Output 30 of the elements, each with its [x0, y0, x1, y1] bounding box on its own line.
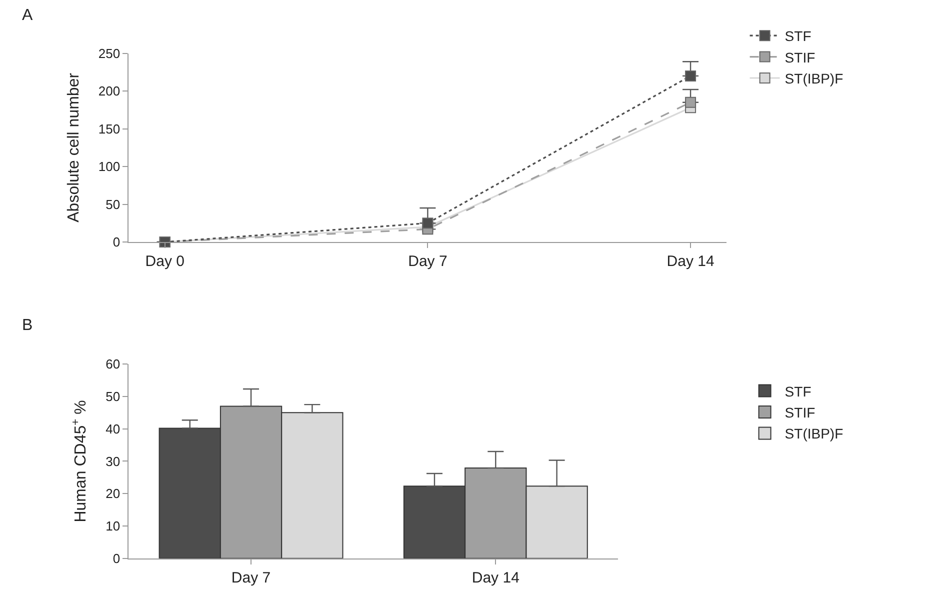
legend-label: ST(IBP)F: [784, 70, 844, 86]
legend-label: STF: [784, 383, 812, 400]
y-tick-label: 40: [106, 421, 120, 436]
y-tick-label: 20: [106, 486, 120, 502]
x-tick-label: Day 0: [145, 253, 184, 270]
legend-label: STIF: [784, 404, 816, 420]
x-tick-label: Day 7: [408, 253, 448, 270]
point: [685, 96, 696, 108]
y-axis-title: Absolute cell number: [65, 72, 82, 222]
y-tick-label: 60: [106, 356, 120, 372]
y-tick-label: 0: [112, 550, 120, 566]
y-tick-label: 100: [98, 159, 120, 174]
y-tick-label: 200: [98, 84, 120, 99]
y-tick-label: 50: [106, 196, 120, 212]
x-tick-label: Day 14: [472, 569, 520, 586]
chart-title: A: [22, 7, 33, 24]
point: [685, 70, 696, 82]
y-tick-label: 30: [106, 454, 120, 469]
point: [422, 218, 434, 229]
chart-title: B: [22, 317, 33, 334]
y-tick-label: 0: [112, 234, 120, 250]
y-tick-label: 10: [106, 518, 120, 534]
legend-label: STIF: [784, 49, 816, 66]
y-tick-label: 150: [98, 121, 120, 136]
y-tick-label: 50: [106, 389, 120, 404]
y-tick-label: 250: [98, 46, 120, 61]
x-tick-label: Day 7: [231, 569, 271, 586]
legend-label: STF: [784, 28, 812, 44]
x-tick-label: Day 14: [666, 253, 714, 270]
legend-label: ST(IBP)F: [784, 426, 844, 442]
